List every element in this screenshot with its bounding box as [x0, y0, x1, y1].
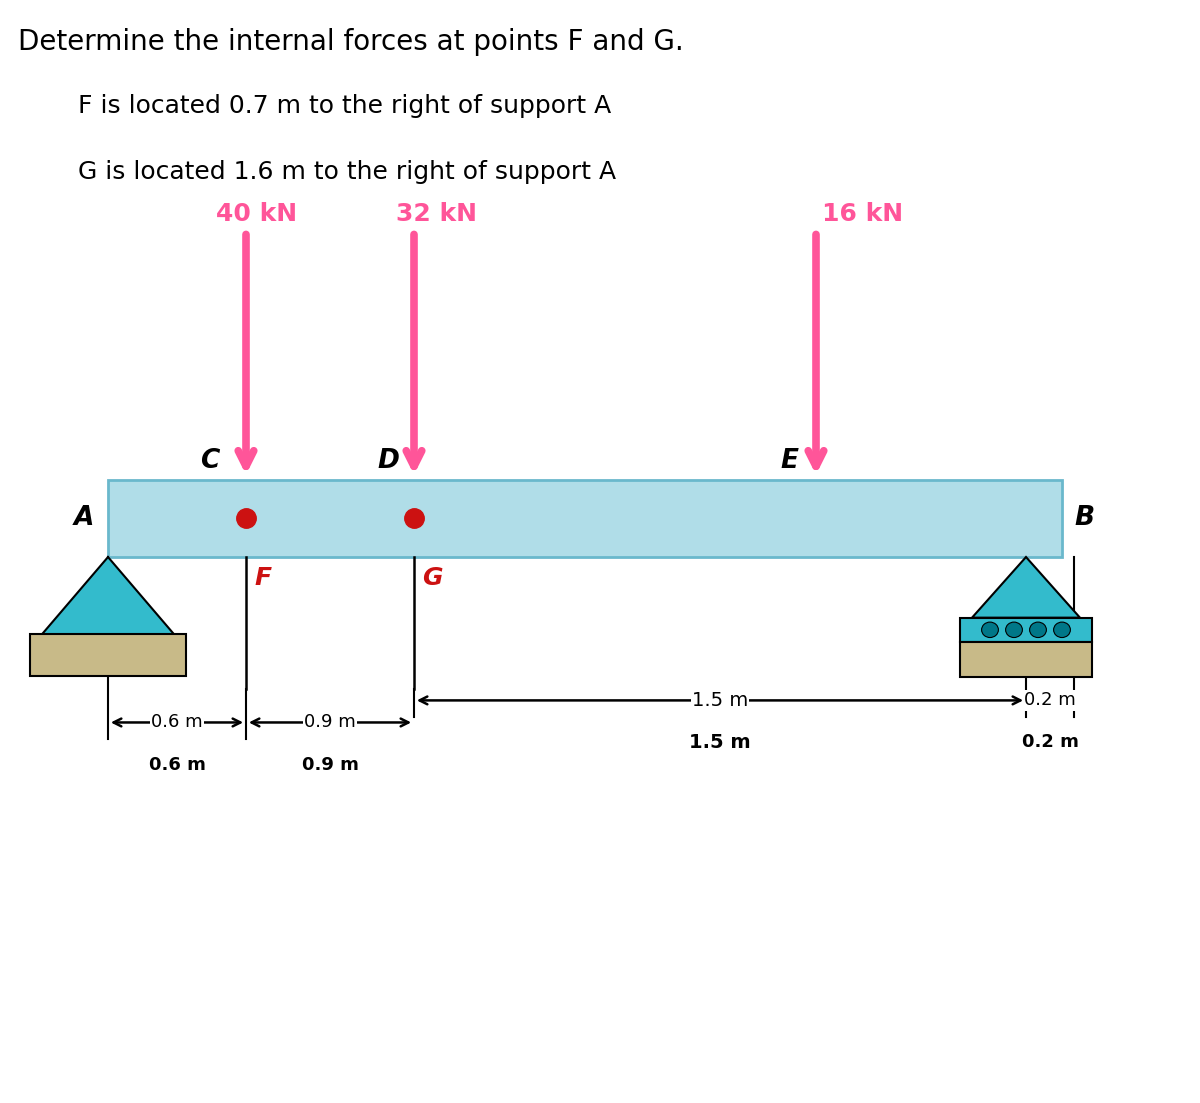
Text: G is located 1.6 m to the right of support A: G is located 1.6 m to the right of suppo… — [78, 160, 616, 184]
Text: A: A — [73, 505, 94, 532]
Text: 0.9 m: 0.9 m — [301, 756, 359, 773]
Circle shape — [982, 622, 998, 638]
Bar — [30, 634, 186, 676]
Polygon shape — [42, 557, 174, 634]
Text: B: B — [1074, 505, 1094, 532]
Text: E: E — [780, 448, 798, 474]
Circle shape — [1030, 622, 1046, 638]
Text: 16 kN: 16 kN — [822, 202, 904, 226]
Text: 32 kN: 32 kN — [396, 202, 476, 226]
Text: C: C — [200, 448, 220, 474]
Text: 0.9 m: 0.9 m — [304, 714, 356, 731]
Text: G: G — [422, 566, 443, 590]
Circle shape — [1054, 622, 1070, 638]
Circle shape — [1006, 622, 1022, 638]
Text: D: D — [378, 448, 400, 474]
Text: 1.5 m: 1.5 m — [692, 690, 748, 710]
Text: 0.6 m: 0.6 m — [149, 756, 205, 773]
Bar — [960, 642, 1092, 677]
Text: 1.5 m: 1.5 m — [689, 733, 751, 752]
Text: 0.2 m: 0.2 m — [1024, 692, 1076, 709]
Text: 0.2 m: 0.2 m — [1021, 733, 1079, 751]
Text: Determine the internal forces at points F and G.: Determine the internal forces at points … — [18, 28, 684, 55]
Polygon shape — [972, 557, 1080, 618]
Bar — [108, 480, 1062, 557]
Text: F is located 0.7 m to the right of support A: F is located 0.7 m to the right of suppo… — [78, 94, 611, 118]
Bar — [960, 618, 1092, 642]
Text: 0.6 m: 0.6 m — [151, 714, 203, 731]
Text: F: F — [254, 566, 271, 590]
Text: 40 kN: 40 kN — [216, 202, 298, 226]
